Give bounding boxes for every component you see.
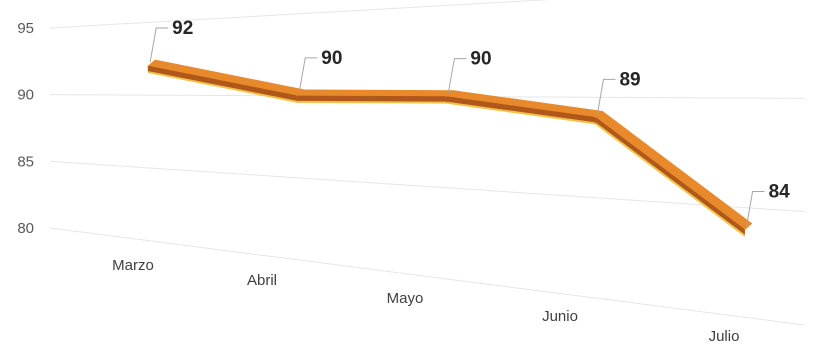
- ribbon-segment-edge: [594, 122, 746, 237]
- y-tick-label: 85: [17, 153, 34, 170]
- ribbon-segment-edge: [147, 71, 298, 103]
- gridline: [49, 0, 551, 29]
- data-label: 90: [321, 48, 342, 69]
- gridlines: [49, 0, 806, 326]
- ribbon-segment-top: [594, 110, 753, 231]
- y-tick-label: 80: [17, 220, 34, 237]
- data-label: 90: [470, 49, 491, 70]
- data-label-leader: [298, 57, 318, 92]
- x-category-label: Mayo: [387, 290, 424, 307]
- data-label-leaders: [149, 27, 765, 226]
- ribbon-segment-top: [147, 59, 306, 97]
- data-label-leader: [149, 27, 169, 63]
- data-label-leader: [596, 78, 616, 114]
- x-category-label: Junio: [542, 308, 578, 325]
- x-axis-category-labels: Marzo Abril Mayo Junio Julio: [112, 257, 739, 345]
- x-category-label: Marzo: [112, 257, 154, 274]
- data-point: [147, 65, 149, 67]
- gridline: [49, 227, 806, 326]
- data-label: 89: [619, 69, 640, 90]
- x-category-label: Julio: [709, 328, 740, 345]
- ribbon-segment-edge: [297, 100, 447, 104]
- data-labels: 92 90 90 89 84: [172, 18, 790, 203]
- x-category-label: Abril: [247, 272, 277, 289]
- ribbon-segment-edge: [446, 101, 596, 125]
- data-point: [445, 96, 447, 98]
- data-label: 92: [172, 18, 193, 39]
- data-point: [296, 95, 298, 97]
- y-tick-label: 95: [17, 20, 34, 37]
- data-point: [594, 116, 596, 118]
- data-label-leader: [447, 58, 467, 93]
- data-label-leader: [746, 191, 765, 226]
- data-label: 84: [769, 182, 791, 203]
- ribbon-segment-top: [296, 89, 455, 97]
- gridline: [49, 160, 806, 213]
- data-series-ribbon: [147, 59, 753, 237]
- y-tick-label: 90: [17, 87, 34, 104]
- y-axis-tick-labels: 95 90 85 80: [17, 20, 34, 237]
- data-point: [744, 229, 746, 231]
